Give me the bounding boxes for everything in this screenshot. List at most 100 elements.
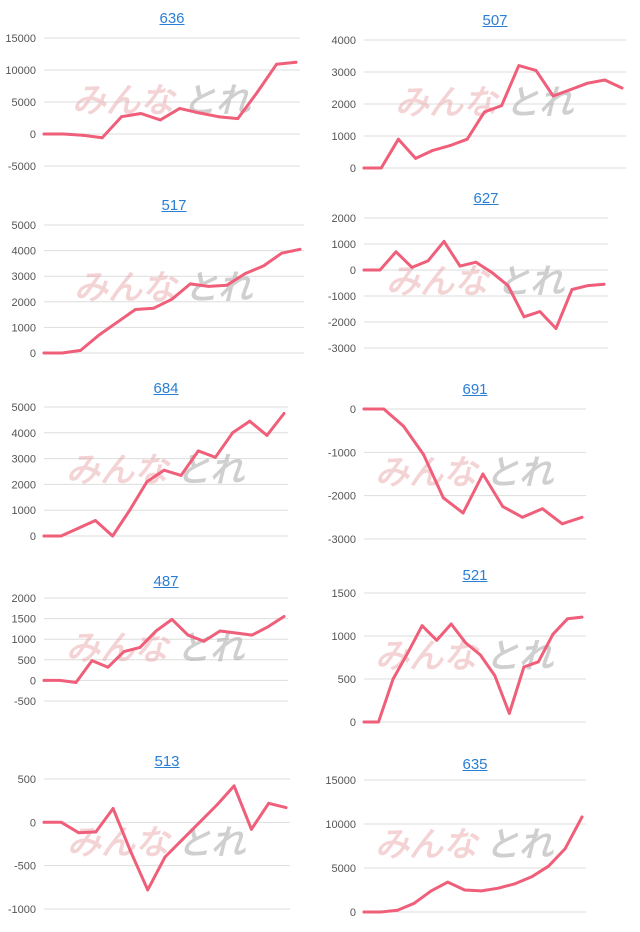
- data-point: [537, 660, 540, 664]
- data-point: [79, 349, 82, 352]
- line-chart: 0 -1000 -2000 -3000 みんな とれ: [328, 404, 586, 546]
- y-tick-label: -3000: [328, 534, 356, 546]
- watermark-logo-part-a: みんな: [386, 262, 491, 302]
- data-point: [394, 250, 398, 254]
- watermark-logo-part-a: みんな: [66, 451, 171, 491]
- y-tick-label: 4000: [12, 246, 36, 258]
- y-tick-label: 0: [30, 531, 36, 543]
- data-point: [362, 720, 366, 724]
- data-point: [570, 288, 574, 291]
- watermark-logo-part-b: とれ: [505, 83, 574, 123]
- data-point: [94, 830, 98, 834]
- data-point: [120, 115, 123, 119]
- data-point: [294, 60, 298, 64]
- series-line: [42, 60, 298, 140]
- y-tick-label: 1000: [332, 239, 356, 251]
- data-point: [513, 882, 517, 886]
- watermark-logo-part-a: みんな: [375, 637, 480, 677]
- y-tick-label: 2000: [12, 593, 36, 605]
- y-tick-label: 500: [338, 674, 356, 686]
- data-point: [62, 132, 65, 136]
- y-tick-label: 0: [350, 717, 356, 729]
- data-point: [42, 534, 46, 538]
- chart-title-link[interactable]: 507: [482, 12, 508, 29]
- data-point: [158, 118, 162, 122]
- series-line: [362, 239, 606, 330]
- y-tick-label: -2000: [328, 317, 356, 329]
- data-point: [145, 480, 149, 484]
- data-point: [122, 650, 126, 653]
- y-tick-label: 5000: [12, 97, 36, 109]
- data-point: [250, 827, 253, 831]
- chart-panel: 691 0 -1000 -2000 -3000 みんな とれ: [320, 372, 640, 559]
- y-tick-label: 0: [350, 907, 356, 919]
- y-tick-label: -500: [14, 696, 36, 708]
- data-point: [60, 351, 64, 355]
- data-point: [284, 806, 288, 809]
- data-point: [115, 320, 119, 324]
- watermark-logo-part-b: とれ: [496, 262, 565, 302]
- y-tick-label: 2000: [12, 479, 36, 491]
- data-point: [280, 251, 284, 255]
- watermark-logo-part-a: みんな: [74, 268, 179, 308]
- data-point: [282, 412, 286, 415]
- chart-title-link[interactable]: 627: [473, 190, 499, 207]
- data-point: [397, 137, 400, 141]
- data-point: [522, 665, 526, 669]
- data-point: [179, 474, 183, 477]
- data-point: [42, 679, 46, 682]
- chart-title-link[interactable]: 635: [462, 756, 488, 773]
- data-point: [134, 308, 137, 311]
- y-tick-label: 2000: [332, 99, 356, 111]
- data-point: [517, 64, 521, 67]
- data-point: [463, 888, 466, 892]
- data-point: [580, 615, 584, 619]
- chart-title-link[interactable]: 487: [153, 573, 179, 590]
- chart-title-link[interactable]: 517: [161, 197, 187, 214]
- data-point: [217, 115, 220, 119]
- y-tick-label: 0: [350, 163, 356, 175]
- data-point: [493, 674, 497, 677]
- data-point: [441, 496, 445, 500]
- data-point: [180, 838, 184, 842]
- y-tick-label: 4000: [12, 428, 36, 440]
- data-point: [74, 681, 78, 684]
- y-tick-label: -1000: [8, 904, 36, 916]
- data-point: [478, 653, 482, 657]
- data-point: [586, 81, 589, 85]
- chart-panel: 627 2000 1000 0 -1000 -2000 -3000 みんな とれ: [320, 190, 640, 368]
- y-tick-label: 15000: [5, 33, 36, 45]
- data-point: [94, 519, 97, 522]
- data-point: [551, 94, 555, 98]
- watermark-logo-part-a: みんな: [67, 823, 172, 863]
- chart-title-link[interactable]: 636: [159, 10, 185, 27]
- data-point: [547, 864, 550, 868]
- data-point: [422, 453, 425, 456]
- chart-title-link[interactable]: 521: [462, 567, 488, 584]
- y-tick-label: 15000: [325, 775, 356, 787]
- data-point: [266, 625, 270, 629]
- series-line: [362, 615, 584, 724]
- y-tick-label: 1000: [12, 322, 36, 334]
- y-tick-label: 3000: [12, 454, 36, 466]
- data-point: [362, 407, 366, 411]
- y-tick-label: 1500: [332, 588, 356, 600]
- data-point: [449, 622, 453, 626]
- data-point: [265, 434, 269, 437]
- data-point: [362, 268, 366, 272]
- data-point: [379, 910, 383, 914]
- data-point: [129, 849, 132, 853]
- data-point: [420, 624, 424, 628]
- data-point: [483, 110, 486, 114]
- data-point: [225, 283, 229, 287]
- data-point: [267, 801, 271, 805]
- data-point: [603, 78, 607, 82]
- chart-title-link[interactable]: 684: [153, 380, 179, 397]
- data-point: [111, 534, 114, 538]
- chart-title-link[interactable]: 513: [154, 753, 180, 770]
- chart-title-link[interactable]: 691: [462, 381, 488, 398]
